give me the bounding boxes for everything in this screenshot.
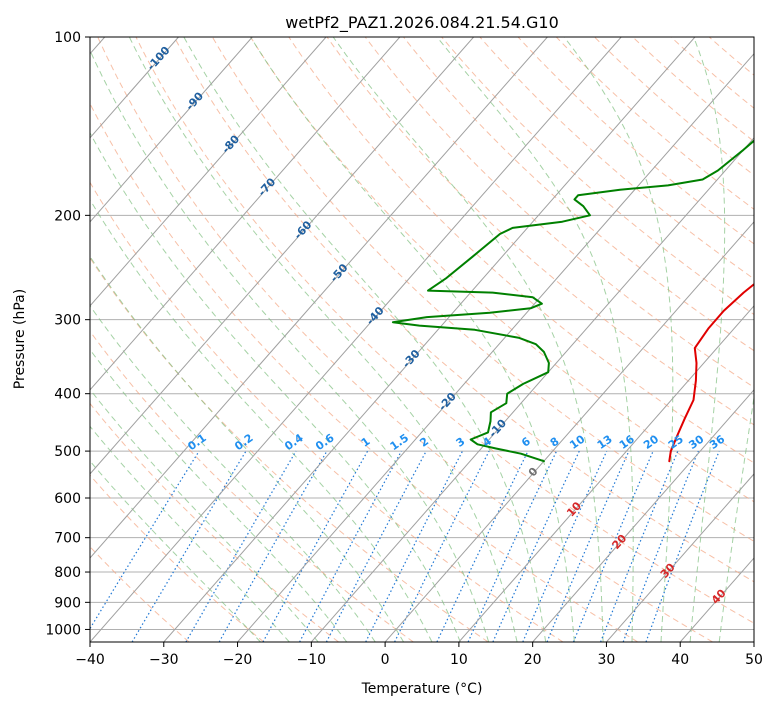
moist-adiabat-line: [90, 460, 261, 642]
x-tick-label: 10: [450, 652, 468, 668]
x-tick-label: 30: [598, 652, 616, 668]
moist-adiabat-line: [90, 255, 405, 642]
dry-adiabat-line: [97, 37, 713, 642]
moist-adiabat-line: [183, 37, 547, 642]
mixing-ratio-line: [546, 450, 630, 642]
y-axis-label: Pressure (hPa): [12, 289, 28, 389]
x-axis-label: Temperature (°C): [361, 681, 483, 697]
mixing-ratio-line: [394, 450, 490, 642]
y-tick-label: 200: [54, 208, 81, 224]
isotherm-line: [458, 305, 754, 642]
moist-adiabat-line: [90, 131, 461, 642]
isotherm-line: [90, 37, 548, 559]
dry-adiabat-line: [632, 37, 754, 143]
temperature-line: [668, 282, 754, 463]
moist-adiabat-line: [128, 37, 518, 642]
dewpoint-line: [391, 139, 754, 463]
isotherm-line: [90, 37, 622, 642]
chart-title: wetPf2_PAZ1.2026.084.21.54.G10: [285, 13, 559, 33]
moist-adiabat-line: [90, 304, 376, 642]
x-tick-label: 40: [671, 652, 689, 668]
y-tick-label: 600: [54, 491, 81, 507]
dry-adiabat-line: [90, 181, 564, 642]
mixing-ratio-line: [262, 450, 369, 642]
y-tick-label: 800: [54, 565, 81, 581]
y-tick-label: 300: [54, 313, 81, 329]
moist-adiabat-line: [90, 49, 490, 642]
x-tick-label: −30: [149, 652, 179, 668]
x-tick-label: 0: [381, 652, 390, 668]
mixing-ratio-line: [90, 450, 200, 630]
isotherm-line: [532, 389, 754, 642]
mixing-ratio-lines: [90, 450, 720, 642]
moist-adiabat-line: [90, 348, 348, 642]
mixing-ratio-line: [299, 450, 402, 642]
isotherms: [90, 37, 754, 642]
plot-area: 0.1 0.2 0.4 0.6 1 1.5 2 3 4 6 8 10 13 16 20 25 30 36-100-…: [90, 37, 754, 642]
x-tick-label: 20: [524, 652, 542, 668]
moist-adiabat-line: [332, 37, 604, 642]
x-tick-label: −40: [75, 652, 105, 668]
x-axis-ticks: −40 −30 −20 −10 0 10 20 30 40 50: [75, 642, 763, 668]
pressure-grid: [90, 37, 754, 630]
plot-frame: [89, 36, 755, 643]
dry-adiabat-line: [211, 37, 754, 542]
mixing-ratio-line: [467, 450, 558, 642]
x-tick-label: −10: [297, 652, 327, 668]
y-axis-ticks: 1000 900 800 700 600 500 400 300 200 100: [45, 30, 90, 638]
y-tick-label: 1000: [45, 622, 81, 638]
mixing-ratio-line: [572, 450, 654, 642]
moist-adiabats: [90, 37, 754, 642]
mixing-ratio-line: [131, 450, 247, 642]
isotherm-line: [606, 473, 754, 642]
dry-adiabat-line: [90, 256, 489, 642]
y-tick-label: 100: [54, 30, 81, 46]
dry-adiabat-line: [90, 474, 265, 642]
isotherm-line: [163, 37, 696, 642]
dry-adiabat-line: [364, 37, 754, 388]
x-tick-label: 50: [745, 652, 763, 668]
mixing-ratio-line: [436, 450, 529, 642]
isotherm-line: [90, 37, 253, 223]
dry-adiabat-line: [326, 37, 754, 426]
dry-adiabat-line: [173, 37, 754, 583]
isotherm-line: [384, 221, 754, 642]
mixing-ratio-line: [218, 450, 328, 642]
mixing-ratio-line: [185, 450, 297, 642]
dry-adiabat-line: [441, 37, 754, 316]
dry-adiabat-line: [479, 37, 754, 280]
moist-adiabat-line: [436, 37, 634, 642]
dry-adiabat-line: [594, 37, 754, 176]
y-tick-label: 700: [54, 531, 81, 547]
sounding-series: [391, 139, 754, 463]
isotherm-line: [90, 37, 475, 475]
dry-adiabat-line: [90, 330, 414, 642]
y-tick-label: 400: [54, 387, 81, 403]
moist-adiabat-line: [250, 37, 575, 642]
isotherm-line: [90, 37, 327, 307]
mixing-ratio-line: [492, 450, 580, 642]
dry-adiabat-line: [135, 37, 754, 624]
moist-adiabat-line: [90, 198, 433, 642]
x-tick-label: −20: [223, 652, 253, 668]
y-tick-label: 900: [54, 595, 81, 611]
y-tick-label: 500: [54, 444, 81, 460]
isotherm-line: [237, 53, 754, 642]
isotherm-line: [90, 37, 401, 391]
moist-adiabat-line: [563, 37, 674, 642]
